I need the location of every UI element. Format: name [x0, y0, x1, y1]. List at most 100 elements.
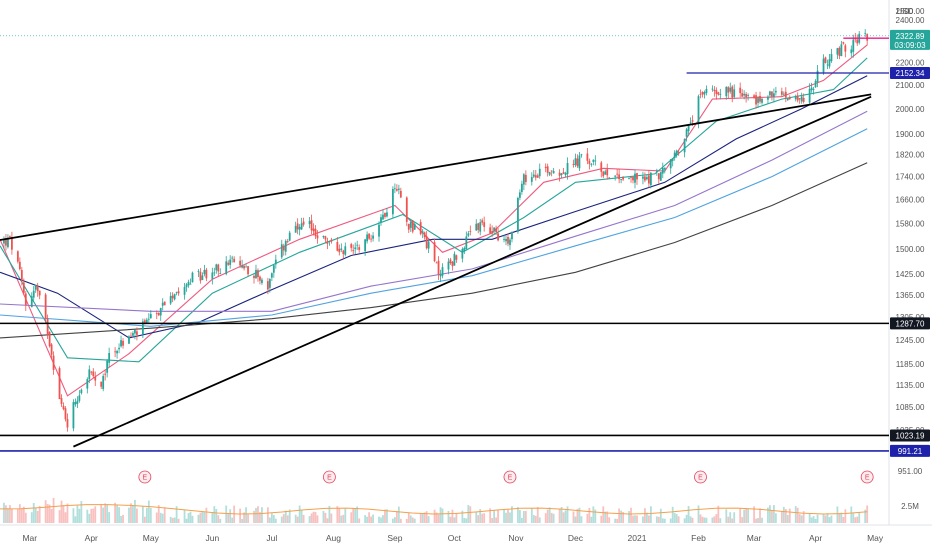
candle-body — [439, 274, 442, 277]
candle-body — [659, 172, 662, 181]
candle-body — [572, 164, 575, 166]
time-axis[interactable]: Mar Apr May Jun Jul Aug Sep Oct Nov Dec 2021 Feb Mar… — [22, 533, 883, 543]
candle-body — [481, 220, 484, 223]
candle-body — [824, 57, 827, 63]
candle-body — [425, 236, 428, 249]
volume-bar — [489, 508, 492, 523]
volume-bar — [439, 507, 442, 523]
volume-bar — [7, 508, 9, 523]
candle-body — [24, 293, 27, 306]
volume-bar — [844, 509, 847, 523]
volume-bar — [217, 515, 220, 523]
volume-bar — [215, 509, 218, 523]
volume-bar — [92, 508, 95, 523]
candle-body — [310, 220, 313, 231]
candle-body — [725, 86, 728, 97]
volume-bar — [229, 509, 232, 523]
volume-bar — [44, 500, 47, 523]
volume-bar — [358, 518, 361, 523]
earnings-marker-label: E — [865, 475, 870, 482]
volume-bar — [80, 501, 83, 523]
candle-body — [3, 240, 5, 244]
candle-body — [253, 275, 255, 278]
volume-bar — [441, 508, 444, 523]
volume-bar — [253, 510, 255, 523]
volume-bar — [842, 516, 845, 523]
candle-body — [812, 89, 815, 90]
candle-body — [314, 228, 317, 237]
candle-body — [782, 93, 785, 95]
volume-bar — [493, 509, 496, 523]
candle-body — [270, 273, 273, 278]
time-tick-label: May — [143, 533, 160, 543]
candle-body — [701, 91, 704, 95]
volume-bar — [316, 515, 319, 523]
candle-body — [74, 402, 77, 405]
candle-body — [794, 96, 797, 100]
volume-bar — [364, 515, 367, 523]
candle-body — [175, 292, 178, 294]
volume-bar — [461, 510, 464, 523]
volume-bar — [419, 513, 422, 523]
volume-bar — [330, 513, 333, 523]
level-tag-2: 1023.19 — [896, 431, 925, 440]
volume-bar — [538, 517, 541, 523]
level-tag-4-bg — [890, 66, 930, 79]
candle-body — [227, 262, 230, 265]
candle-body — [421, 231, 424, 233]
volume-bar — [630, 507, 632, 523]
volume-bar — [798, 514, 801, 523]
volume-bar — [771, 509, 773, 523]
volume-bar — [159, 512, 162, 523]
volume-bar — [495, 517, 497, 523]
price-tick-label: 1425.00 — [896, 270, 925, 279]
volume-bar — [826, 513, 829, 523]
volume-bar — [185, 518, 188, 523]
volume-bar — [479, 509, 482, 523]
volume-bar — [90, 508, 93, 523]
trendlines — [0, 93, 872, 448]
volume-bar — [711, 517, 714, 523]
candle-body — [544, 166, 547, 169]
candle-body — [185, 284, 188, 288]
volume-bar — [130, 503, 132, 523]
volume-bar — [719, 518, 722, 523]
volume-bar — [511, 506, 513, 523]
volume-bar — [685, 514, 688, 523]
earnings-marker — [138, 470, 152, 484]
candle-body — [576, 158, 579, 167]
volume-bar — [169, 516, 172, 523]
candle-body — [856, 39, 859, 44]
volume-bar — [814, 518, 817, 523]
price-axis[interactable]: 2400.002300.002200.002100.002000.001900.… — [896, 7, 925, 511]
candle-body — [507, 236, 509, 244]
volume-bar — [328, 505, 331, 523]
volume-bar — [120, 515, 122, 523]
volume-bar — [467, 505, 470, 523]
volume-pane — [0, 497, 869, 523]
volume-bar — [536, 507, 539, 523]
candle-body — [106, 360, 109, 373]
candle-body — [259, 276, 261, 281]
candle-body — [52, 355, 55, 370]
candle-body — [705, 88, 708, 93]
volume-bar — [592, 506, 595, 523]
candle-body — [368, 233, 370, 239]
candle-body — [255, 269, 257, 279]
candle-body — [786, 98, 789, 100]
volume-bar — [703, 517, 706, 523]
candle-body — [767, 96, 769, 100]
volume-bar — [266, 507, 269, 523]
candle-body — [257, 270, 259, 278]
candle-body — [393, 188, 396, 190]
volume-bar — [451, 509, 454, 523]
candle-body — [118, 347, 120, 350]
candle-body — [773, 93, 775, 98]
candle-body — [215, 264, 218, 271]
candle-body — [697, 96, 700, 123]
candle-body — [608, 177, 611, 179]
volume-bar — [669, 518, 672, 523]
candle-body — [336, 241, 339, 251]
volume-bar — [520, 517, 523, 523]
